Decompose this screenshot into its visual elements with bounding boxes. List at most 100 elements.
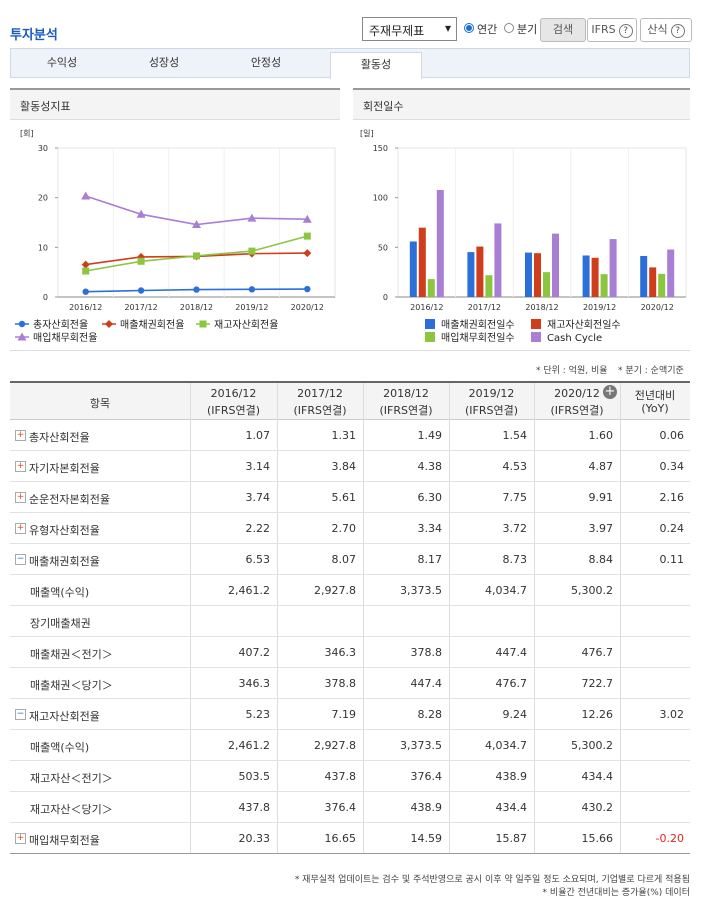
cell: 8.07 xyxy=(331,553,357,566)
expand-icon[interactable]: − xyxy=(15,709,26,720)
point xyxy=(81,260,90,269)
point xyxy=(82,288,89,295)
expand-icon[interactable]: + xyxy=(15,461,26,472)
cell: 434.4 xyxy=(581,770,614,783)
x-tick-label: 2019/12 xyxy=(583,303,616,312)
divider xyxy=(10,350,690,351)
cell: 2,927.8 xyxy=(314,584,356,597)
statement-select[interactable]: 주재무제표 ▾ xyxy=(362,17,457,41)
row-line xyxy=(10,605,690,606)
y-tick-label: 150 xyxy=(373,144,388,153)
expand-icon[interactable]: + xyxy=(15,833,26,844)
row-line xyxy=(10,450,690,451)
cell: 8.28 xyxy=(417,708,443,721)
th: 2016/12 xyxy=(210,387,257,400)
cell: 14.59 xyxy=(410,832,443,845)
expand-icon[interactable]: − xyxy=(15,554,26,565)
cell: 430.2 xyxy=(581,801,614,814)
x-tick-label: 2017/12 xyxy=(468,303,501,312)
cell: 447.4 xyxy=(495,646,528,659)
cell: 5,300.2 xyxy=(571,739,613,752)
x-tick-label: 2020/12 xyxy=(641,303,674,312)
radio[interactable] xyxy=(464,23,474,33)
row-line xyxy=(10,543,690,544)
cell: 4.38 xyxy=(417,460,443,473)
th: (IFRS연결) xyxy=(550,404,604,417)
y-tick-label: 100 xyxy=(373,194,388,203)
x-tick-label: 2017/12 xyxy=(124,303,157,312)
panel-title-bar xyxy=(353,88,690,120)
bar xyxy=(427,279,435,297)
cell: 376.4 xyxy=(324,801,357,814)
row-line xyxy=(10,791,690,792)
cell: 5,300.2 xyxy=(571,584,613,597)
row-label: 자기자본회전율 xyxy=(29,462,100,475)
cell: 7.19 xyxy=(331,708,357,721)
row-line xyxy=(10,574,690,575)
row-label: 매출채권＜전기＞ xyxy=(30,648,113,661)
tab[interactable]: 수익성 xyxy=(46,56,78,69)
bar xyxy=(552,233,559,297)
cell: 5.61 xyxy=(331,491,357,504)
point xyxy=(193,286,200,293)
cell: 3,373.5 xyxy=(400,739,442,752)
expand-icon[interactable]: + xyxy=(15,523,26,534)
radio[interactable] xyxy=(504,23,514,33)
cell: 15.66 xyxy=(581,832,614,845)
row-label: 매출액(수익) xyxy=(30,586,90,599)
cell: 376.4 xyxy=(410,770,443,783)
legend-marker xyxy=(17,332,27,341)
bar xyxy=(600,274,608,297)
th: 항목 xyxy=(89,397,111,410)
cell: 1.07 xyxy=(245,429,271,442)
expand-icon[interactable]: + xyxy=(15,430,26,441)
cell: 438.9 xyxy=(495,770,528,783)
tab[interactable]: 성장성 xyxy=(148,56,180,69)
expand-icon[interactable]: + xyxy=(15,492,26,503)
legend-swatch xyxy=(425,332,435,342)
point xyxy=(137,257,145,265)
point xyxy=(304,285,311,293)
x-tick-label: 2018/12 xyxy=(525,303,558,312)
cell: 15.87 xyxy=(495,832,528,845)
cell: 2,927.8 xyxy=(314,739,356,752)
row-label: 재고자산회전율 xyxy=(29,710,100,723)
legend-label: 재고자산회전율 xyxy=(214,319,278,331)
panel-title: 회전일수 xyxy=(363,100,404,113)
point xyxy=(192,220,201,229)
y-tick-label: 30 xyxy=(38,144,48,153)
point xyxy=(193,252,200,260)
legend-marker xyxy=(18,320,26,328)
yoy-cell: 0.24 xyxy=(659,522,685,535)
button[interactable]: IFRS? xyxy=(587,18,637,42)
cell: 6.30 xyxy=(417,491,443,504)
row-line xyxy=(10,729,690,730)
bar xyxy=(649,267,657,297)
bar xyxy=(640,255,648,297)
cell: 4.87 xyxy=(588,460,614,473)
panel-title-bar xyxy=(10,88,340,120)
cell: 4,034.7 xyxy=(485,584,527,597)
col-line xyxy=(190,383,191,853)
row-line xyxy=(10,760,690,761)
tab[interactable]: 활동성 xyxy=(330,52,422,79)
th: (IFRS연결) xyxy=(293,404,347,417)
bar xyxy=(436,190,444,297)
bar xyxy=(591,257,599,297)
tab[interactable]: 안정성 xyxy=(250,56,282,69)
button[interactable]: 산식? xyxy=(640,18,692,42)
chart: [일] 0 50 100 150 2016/12 2017/12 2018/12 2019/12… xyxy=(360,129,687,344)
row-label: 총자산회전율 xyxy=(29,431,90,444)
add-column-icon[interactable]: + xyxy=(603,384,617,399)
cell: 3.84 xyxy=(331,460,357,473)
cell: 9.24 xyxy=(502,708,528,721)
legend-swatch xyxy=(425,319,435,329)
table-head-bg xyxy=(10,383,690,420)
x-tick-label: 2016/12 xyxy=(69,303,102,312)
row-label: 장기매출채권 xyxy=(30,617,91,630)
row-label: 매출채권＜당기＞ xyxy=(30,679,113,692)
bar xyxy=(609,239,617,297)
yoy-cell: 2.16 xyxy=(659,491,685,504)
button[interactable]: 검색 xyxy=(540,18,586,42)
bar xyxy=(543,272,550,297)
